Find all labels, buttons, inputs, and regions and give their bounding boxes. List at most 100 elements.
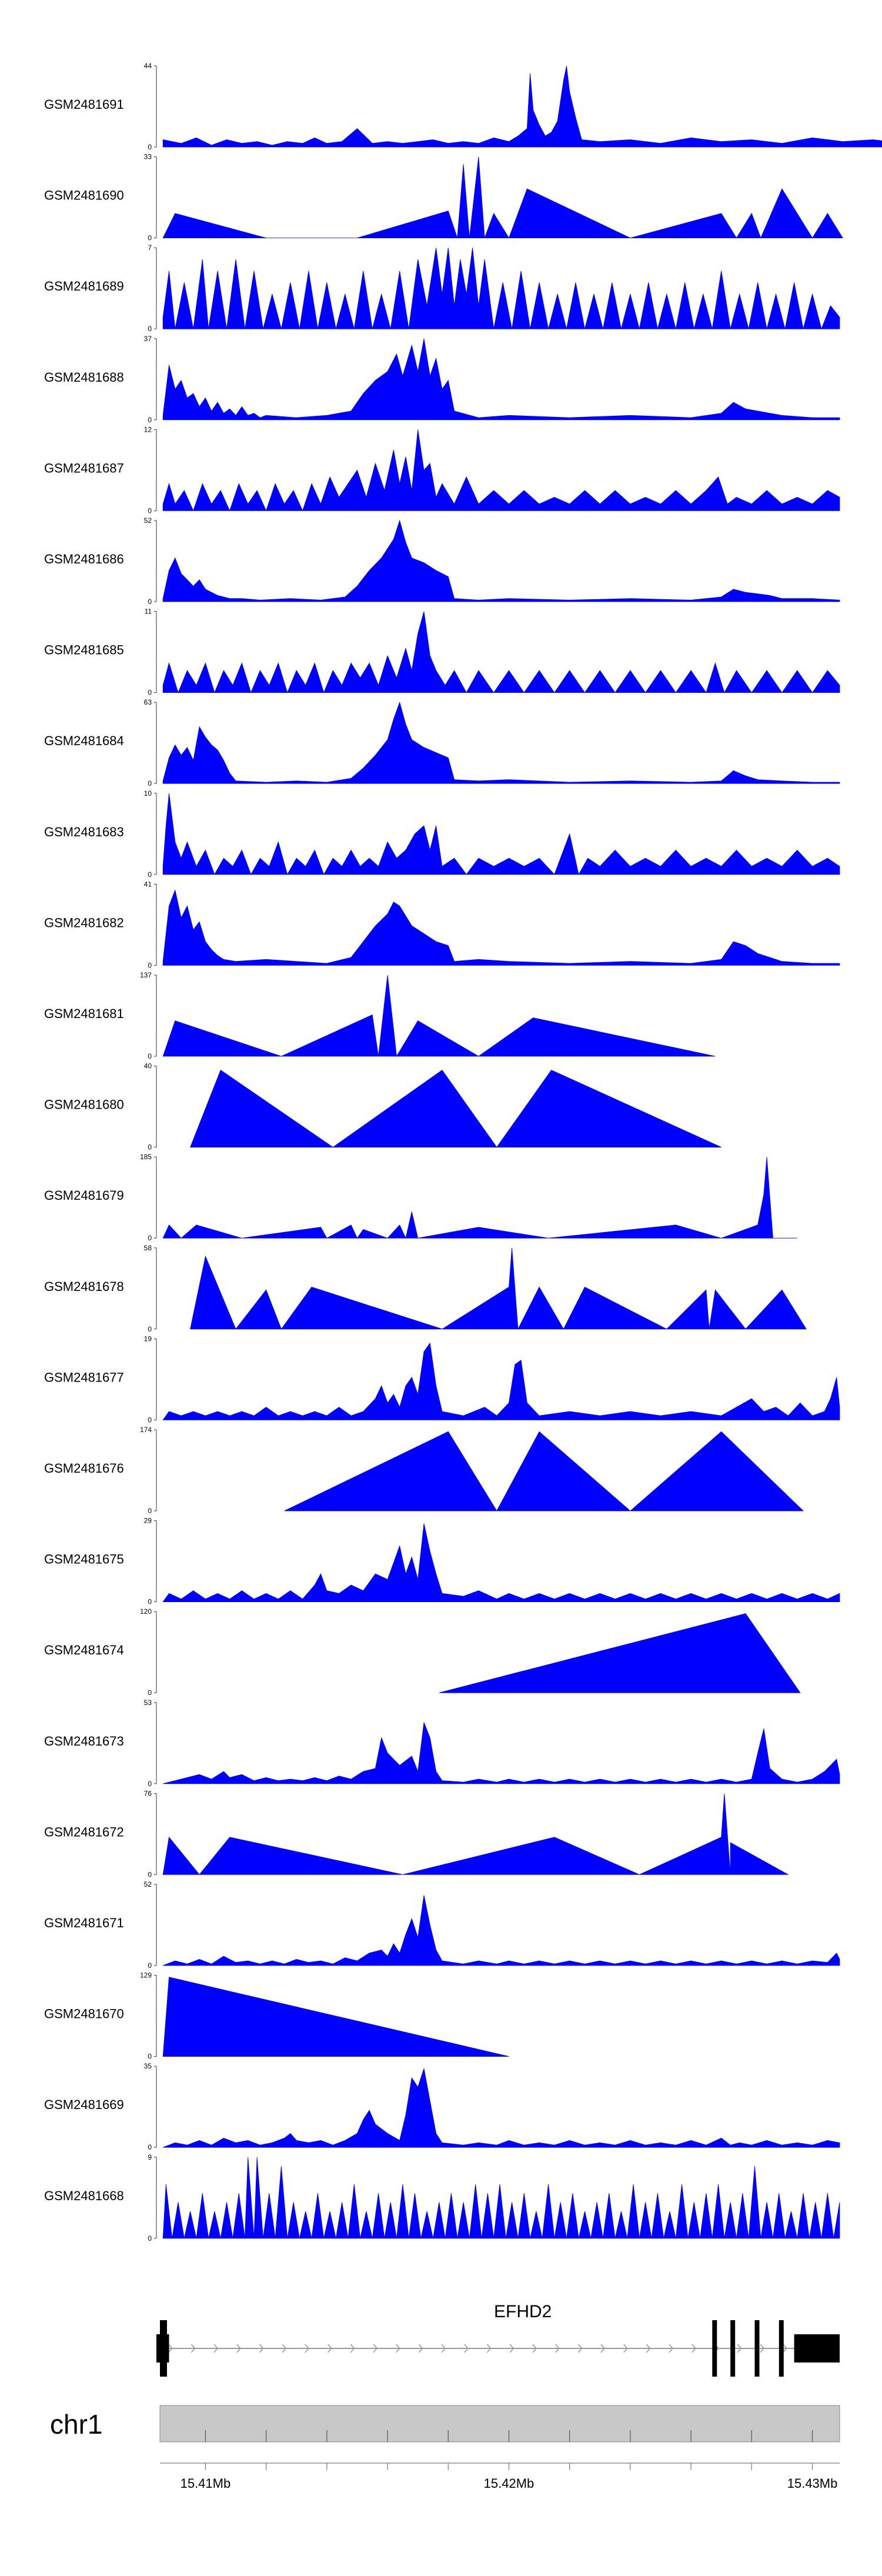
coverage-area bbox=[162, 429, 840, 512]
y-max-label: 29 bbox=[144, 1517, 152, 1525]
y-max-label: 63 bbox=[144, 698, 152, 706]
strand-arrow bbox=[509, 2344, 514, 2353]
strand-arrow bbox=[623, 2344, 628, 2353]
x-tick-label: 15.43Mb bbox=[787, 2476, 838, 2491]
strand-arrow bbox=[350, 2344, 355, 2353]
y-max-label: 40 bbox=[144, 1062, 152, 1070]
y-min-label: 0 bbox=[148, 1780, 152, 1788]
track-label: GSM2481674 bbox=[44, 1643, 124, 1657]
y-min-label: 0 bbox=[148, 1052, 152, 1060]
track-label: GSM2481679 bbox=[44, 1188, 124, 1203]
coverage-area bbox=[439, 1613, 801, 1693]
track-label: GSM2481690 bbox=[44, 188, 124, 203]
track-label: GSM2481685 bbox=[44, 643, 124, 658]
y-max-label: 52 bbox=[144, 516, 152, 525]
y-max-label: 7 bbox=[148, 243, 152, 252]
track-GSM2481688: GSM2481688 37 0 bbox=[44, 335, 840, 424]
y-max-label: 41 bbox=[144, 880, 152, 888]
y-max-label: 76 bbox=[144, 1789, 152, 1797]
coverage-area bbox=[162, 1977, 509, 2057]
coverage-area bbox=[162, 1523, 840, 1602]
track-label: GSM2481677 bbox=[44, 1370, 124, 1384]
y-max-label: 12 bbox=[144, 425, 152, 433]
track-GSM2481669: GSM2481669 35 0 bbox=[44, 2062, 840, 2151]
strand-arrow bbox=[486, 2344, 492, 2353]
strand-arrow bbox=[373, 2344, 378, 2353]
track-label: GSM2481683 bbox=[44, 825, 124, 839]
y-min-label: 0 bbox=[148, 416, 152, 424]
y-max-label: 174 bbox=[140, 1426, 152, 1434]
y-min-label: 0 bbox=[148, 1416, 152, 1424]
coverage-area bbox=[162, 793, 840, 875]
coverage-area bbox=[162, 2157, 840, 2239]
y-max-label: 58 bbox=[144, 1244, 152, 1252]
y-min-label: 0 bbox=[148, 143, 152, 151]
track-GSM2481684: GSM2481684 63 0 bbox=[44, 698, 840, 788]
track-label: GSM2481675 bbox=[44, 1552, 124, 1567]
track-label: GSM2481688 bbox=[44, 370, 124, 385]
strand-arrow bbox=[327, 2344, 332, 2353]
track-GSM2481680: GSM2481680 40 0 bbox=[44, 1062, 721, 1152]
strand-arrow bbox=[669, 2344, 674, 2353]
track-label: GSM2481668 bbox=[44, 2188, 124, 2203]
strand-arrow bbox=[396, 2344, 400, 2353]
track-label: GSM2481691 bbox=[44, 97, 124, 112]
strand-arrow bbox=[577, 2344, 583, 2353]
chromosome-axis: chr1 15.41Mb 15.42Mb 15.43Mb bbox=[50, 2405, 840, 2491]
track-GSM2481679: GSM2481679 185 0 bbox=[44, 1153, 797, 1242]
y-max-label: 10 bbox=[144, 789, 152, 798]
y-max-label: 37 bbox=[144, 335, 152, 343]
y-min-label: 0 bbox=[148, 1961, 152, 1970]
y-min-label: 0 bbox=[148, 870, 152, 879]
y-min-label: 0 bbox=[148, 779, 152, 788]
strand-arrow bbox=[259, 2344, 264, 2353]
y-min-label: 0 bbox=[148, 325, 152, 333]
coverage-area bbox=[162, 889, 840, 966]
y-min-label: 0 bbox=[148, 2234, 152, 2243]
track-GSM2481673: GSM2481673 53 0 bbox=[44, 1699, 840, 1788]
track-GSM2481689: GSM2481689 7 0 bbox=[44, 243, 840, 333]
track-GSM2481691: GSM2481691 44 0 bbox=[44, 62, 882, 151]
track-label: GSM2481689 bbox=[44, 279, 124, 293]
track-label: GSM2481672 bbox=[44, 1824, 124, 1839]
track-GSM2481687: GSM2481687 12 0 bbox=[44, 425, 840, 515]
exon bbox=[779, 2320, 784, 2377]
strand-arrow bbox=[646, 2344, 651, 2353]
y-min-label: 0 bbox=[148, 961, 152, 969]
y-min-label: 0 bbox=[148, 1234, 152, 1242]
y-min-label: 0 bbox=[148, 2143, 152, 2151]
strand-arrow bbox=[464, 2344, 469, 2353]
track-GSM2481685: GSM2481685 11 0 bbox=[44, 608, 840, 697]
y-min-label: 0 bbox=[148, 2053, 152, 2061]
track-GSM2481678: GSM2481678 58 0 bbox=[44, 1244, 807, 1333]
strand-arrow bbox=[600, 2344, 606, 2353]
exon bbox=[712, 2320, 717, 2377]
y-min-label: 0 bbox=[148, 506, 152, 515]
track-label: GSM2481669 bbox=[44, 2097, 124, 2112]
y-min-label: 0 bbox=[148, 689, 152, 697]
track-GSM2481681: GSM2481681 137 0 bbox=[44, 971, 716, 1060]
strand-arrow bbox=[737, 2344, 742, 2353]
exon bbox=[160, 2320, 167, 2377]
coverage-area bbox=[162, 1793, 789, 1876]
track-GSM2481671: GSM2481671 52 0 bbox=[44, 1880, 840, 1970]
coverage-area bbox=[162, 611, 840, 693]
track-label: GSM2481676 bbox=[44, 1461, 124, 1476]
track-GSM2481690: GSM2481690 33 0 bbox=[44, 153, 843, 242]
coverage-area bbox=[284, 1431, 804, 1511]
track-label: GSM2481673 bbox=[44, 1734, 124, 1749]
coverage-area bbox=[162, 338, 840, 421]
y-max-label: 11 bbox=[145, 608, 152, 616]
y-min-label: 0 bbox=[148, 598, 152, 606]
strand-arrow bbox=[555, 2344, 560, 2353]
coverage-area bbox=[163, 2068, 840, 2148]
strand-arrow bbox=[213, 2344, 219, 2353]
y-min-label: 0 bbox=[148, 1689, 152, 1697]
coverage-area bbox=[162, 1157, 797, 1239]
track-label: GSM2481687 bbox=[44, 461, 124, 475]
y-max-label: 9 bbox=[148, 2153, 152, 2161]
track-GSM2481672: GSM2481672 76 0 bbox=[44, 1789, 789, 1878]
y-min-label: 0 bbox=[148, 1870, 152, 1878]
track-GSM2481675: GSM2481675 29 0 bbox=[44, 1517, 840, 1606]
